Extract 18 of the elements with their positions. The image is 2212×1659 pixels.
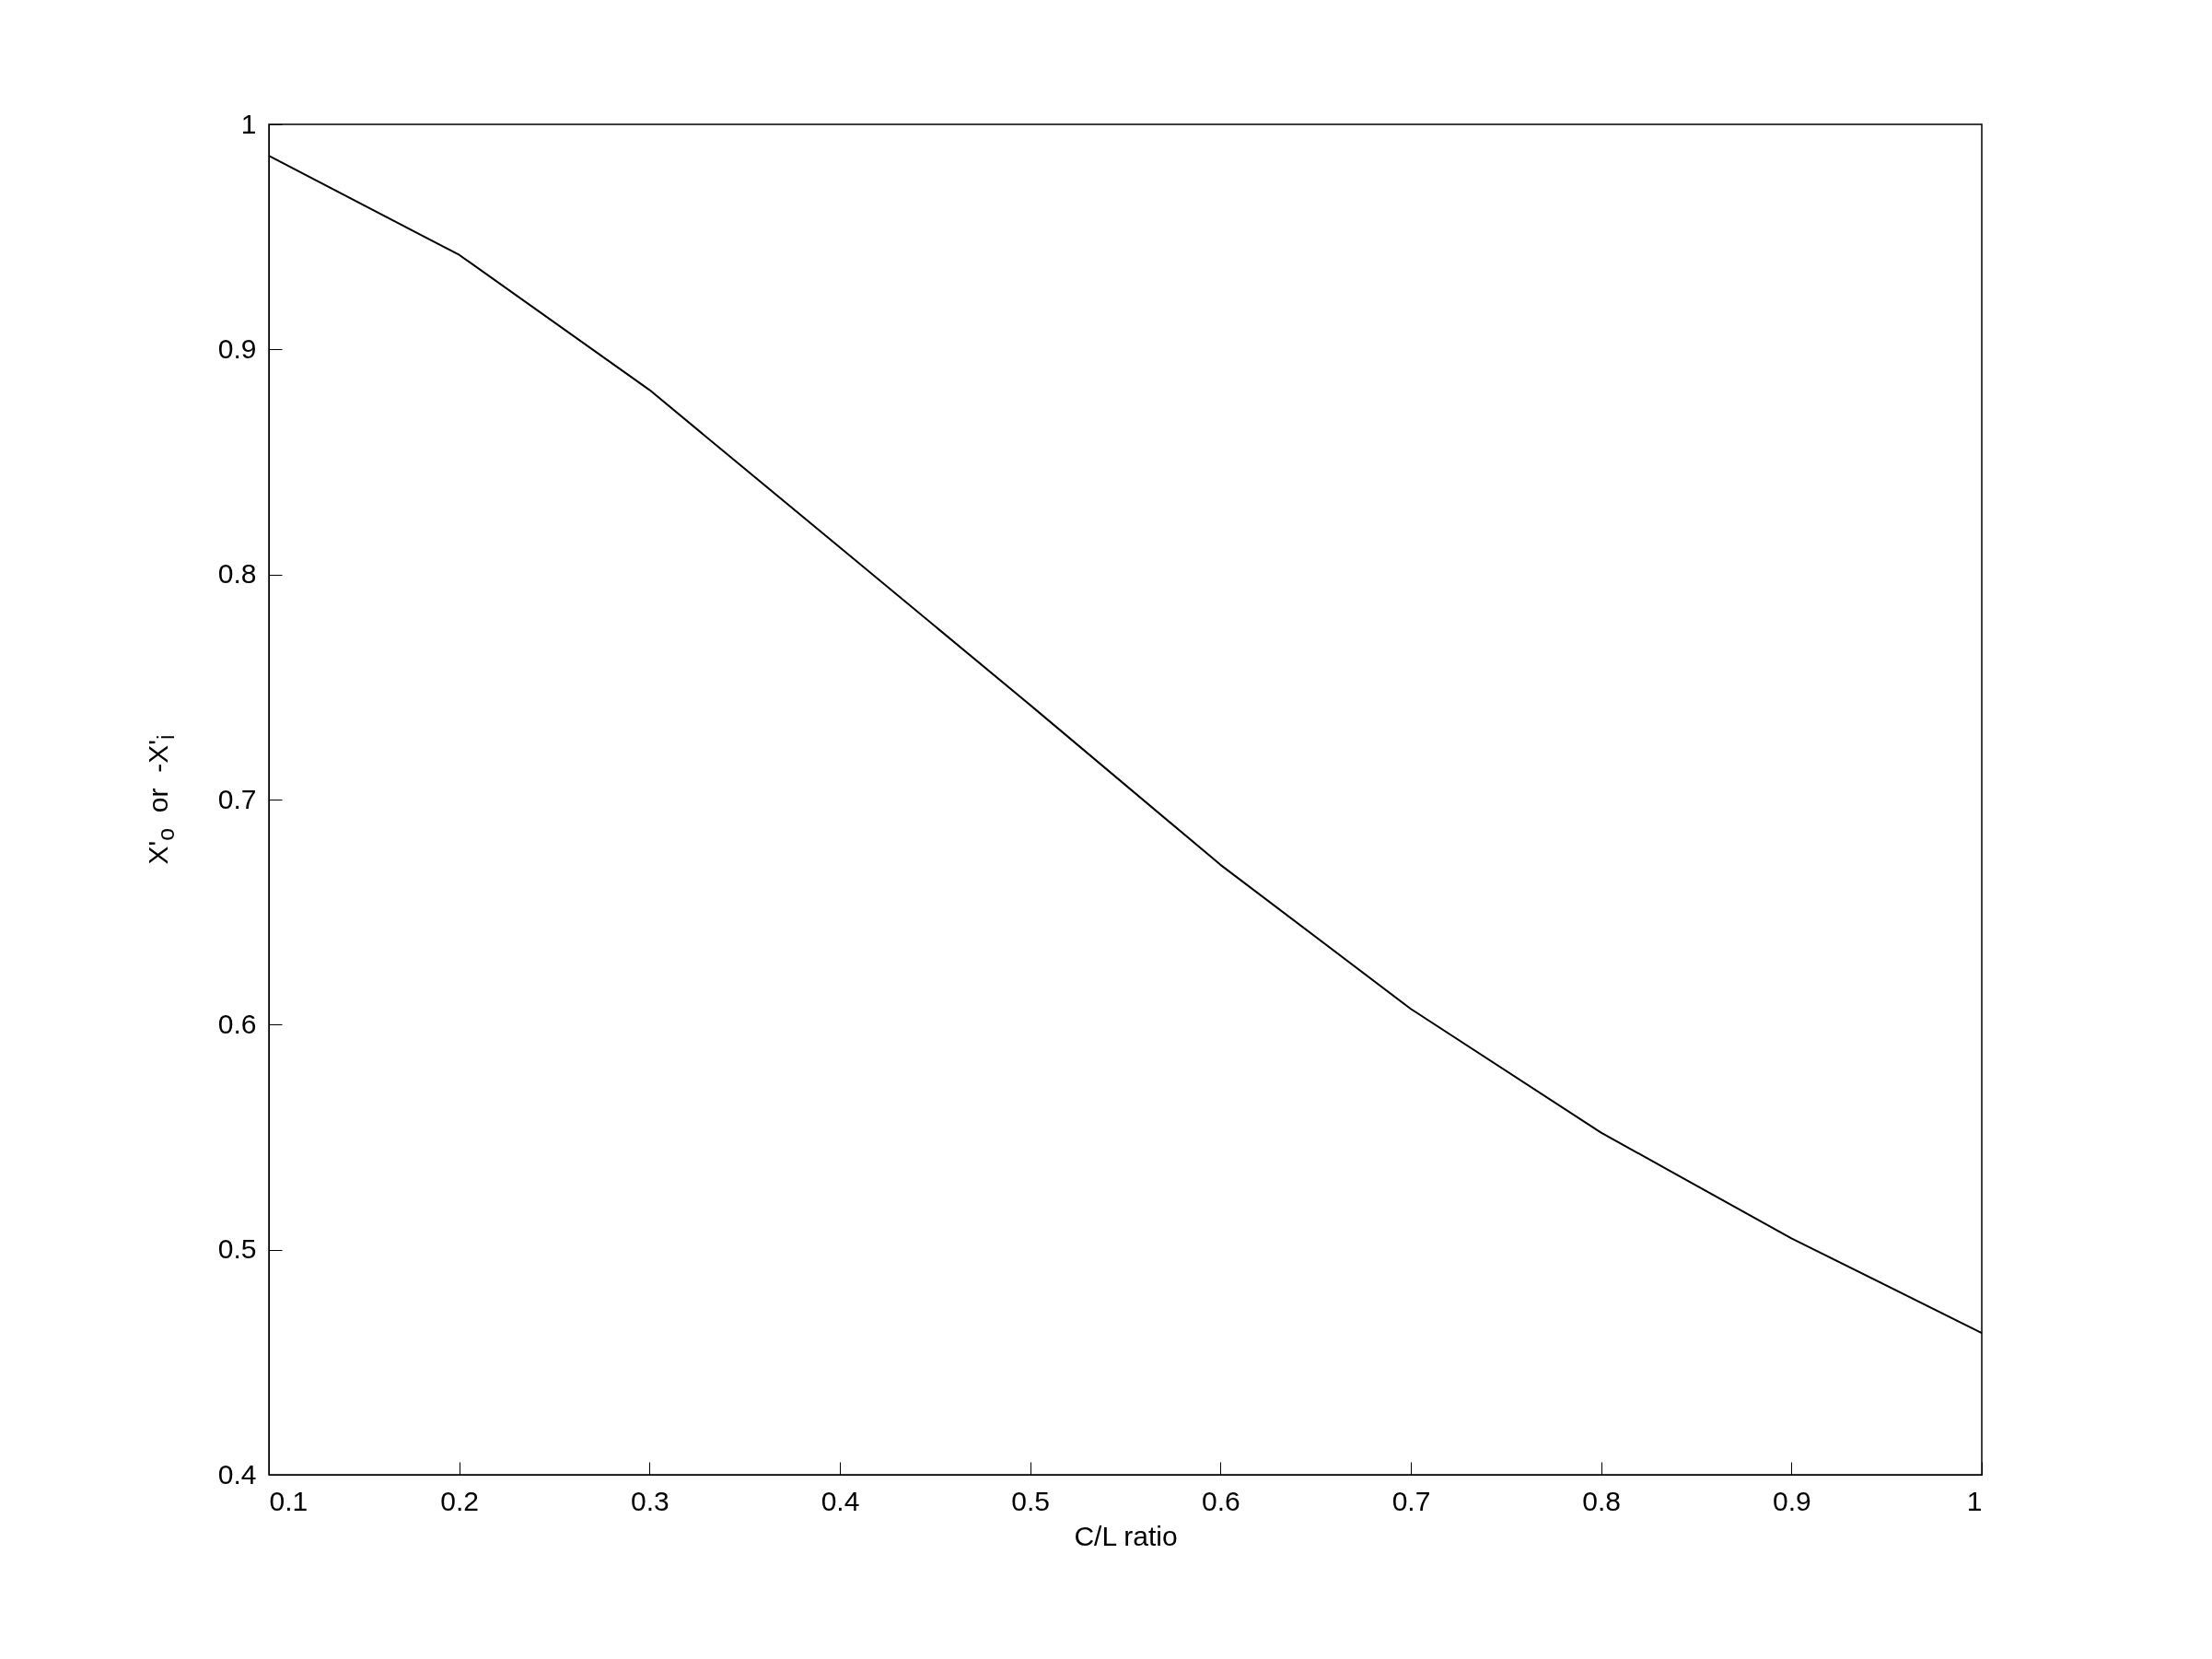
y-tick-label: 0.8 (217, 558, 257, 590)
x-tick-label: 0.6 (1201, 1485, 1240, 1516)
x-tick-label: 1 (1966, 1485, 1983, 1516)
x-tick-label: 0.3 (630, 1485, 669, 1516)
y-tick-label: 1 (240, 108, 257, 139)
y-tick-label: 0.6 (217, 1008, 257, 1039)
y-tick-label: 0.4 (217, 1458, 257, 1490)
x-tick-label: 0.9 (1772, 1485, 1811, 1516)
x-tick-label: 0.7 (1391, 1485, 1431, 1516)
x-axis-title: C/L ratio (1074, 1520, 1178, 1551)
y-tick-label: 0.7 (217, 783, 257, 814)
x-tick-label: 0.1 (269, 1485, 309, 1516)
x-tick-label: 0.8 (1582, 1485, 1622, 1516)
y-tick-label: 0.5 (217, 1233, 257, 1265)
y-tick-label: 0.9 (217, 333, 257, 364)
x-tick-label: 0.2 (440, 1485, 480, 1516)
x-tick-label: 0.5 (1011, 1485, 1051, 1516)
x-tick-label: 0.4 (821, 1485, 860, 1516)
